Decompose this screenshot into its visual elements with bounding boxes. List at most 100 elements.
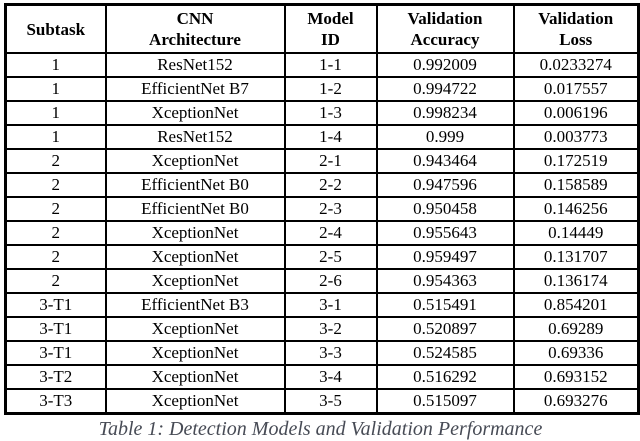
cell-subtask: 2 bbox=[4, 244, 107, 270]
table-row: 3-T1 EfficientNet B3 3-1 0.515491 0.854201 bbox=[4, 292, 640, 318]
cell-val_accuracy: 0.950458 bbox=[375, 196, 515, 222]
cell-architecture: XceptionNet bbox=[104, 388, 286, 415]
cell-val_accuracy: 0.992009 bbox=[375, 52, 515, 78]
table-row: 2 XceptionNet 2-6 0.954363 0.136174 bbox=[4, 268, 640, 294]
column-header-architecture: CNN Architecture bbox=[104, 3, 286, 54]
cell-subtask: 3-T3 bbox=[4, 388, 107, 415]
cell-val_accuracy: 0.955643 bbox=[375, 220, 515, 246]
cell-subtask: 1 bbox=[4, 52, 107, 78]
cell-val_accuracy: 0.520897 bbox=[375, 316, 515, 342]
cell-val_accuracy: 0.524585 bbox=[375, 340, 515, 366]
table-row: 3-T1 XceptionNet 3-2 0.520897 0.69289 bbox=[4, 316, 640, 342]
table-body: 1 ResNet152 1-1 0.992009 0.0233274 1 Efficient… bbox=[4, 52, 640, 415]
table-row: 1 ResNet152 1-1 0.992009 0.0233274 bbox=[4, 52, 640, 78]
cell-val_accuracy: 0.959497 bbox=[375, 244, 515, 270]
cell-subtask: 2 bbox=[4, 196, 107, 222]
cell-val_accuracy: 0.943464 bbox=[375, 148, 515, 174]
cell-architecture: ResNet152 bbox=[104, 52, 286, 78]
cell-val_loss: 0.693152 bbox=[512, 364, 640, 390]
cell-architecture: XceptionNet bbox=[104, 244, 286, 270]
cell-model_id: 3-5 bbox=[283, 388, 378, 415]
table-row: 2 EfficientNet B0 2-2 0.947596 0.158589 bbox=[4, 172, 640, 198]
table-row: 3-T1 XceptionNet 3-3 0.524585 0.69336 bbox=[4, 340, 640, 366]
cell-val_accuracy: 0.947596 bbox=[375, 172, 515, 198]
cell-subtask: 1 bbox=[4, 76, 107, 102]
table-row: 3-T2 XceptionNet 3-4 0.516292 0.693152 bbox=[4, 364, 640, 390]
column-header-model_id: Model ID bbox=[283, 3, 378, 54]
cell-val_loss: 0.136174 bbox=[512, 268, 640, 294]
table-row: 2 XceptionNet 2-1 0.943464 0.172519 bbox=[4, 148, 640, 174]
table-row: 2 XceptionNet 2-5 0.959497 0.131707 bbox=[4, 244, 640, 270]
table-row: 1 EfficientNet B7 1-2 0.994722 0.017557 bbox=[4, 76, 640, 102]
cell-subtask: 3-T1 bbox=[4, 292, 107, 318]
table-row: 2 XceptionNet 2-4 0.955643 0.14449 bbox=[4, 220, 640, 246]
column-header-val_loss: Validation Loss bbox=[512, 3, 640, 54]
cell-subtask: 2 bbox=[4, 268, 107, 294]
cell-val_loss: 0.003773 bbox=[512, 124, 640, 150]
cell-subtask: 1 bbox=[4, 100, 107, 126]
cell-val_accuracy: 0.954363 bbox=[375, 268, 515, 294]
column-header-subtask: Subtask bbox=[4, 3, 107, 54]
column-header-val_accuracy: Validation Accuracy bbox=[375, 3, 515, 54]
table-row: 1 ResNet152 1-4 0.999 0.003773 bbox=[4, 124, 640, 150]
results-table: Subtask CNN Architecture Model ID Validatio… bbox=[4, 3, 640, 415]
cell-val_loss: 0.131707 bbox=[512, 244, 640, 270]
cell-val_loss: 0.172519 bbox=[512, 148, 640, 174]
cell-subtask: 2 bbox=[4, 220, 107, 246]
cell-subtask: 1 bbox=[4, 124, 107, 150]
cell-architecture: EfficientNet B3 bbox=[104, 292, 286, 318]
cell-model_id: 1-1 bbox=[283, 52, 378, 78]
cell-architecture: XceptionNet bbox=[104, 268, 286, 294]
cell-model_id: 2-4 bbox=[283, 220, 378, 246]
cell-model_id: 1-2 bbox=[283, 76, 378, 102]
cell-architecture: XceptionNet bbox=[104, 316, 286, 342]
header-row: Subtask CNN Architecture Model ID Validatio… bbox=[4, 3, 640, 54]
cell-model_id: 3-3 bbox=[283, 340, 378, 366]
cell-val_loss: 0.158589 bbox=[512, 172, 640, 198]
cell-model_id: 2-3 bbox=[283, 196, 378, 222]
cell-val_accuracy: 0.999 bbox=[375, 124, 515, 150]
cell-architecture: EfficientNet B0 bbox=[104, 172, 286, 198]
cell-architecture: XceptionNet bbox=[104, 220, 286, 246]
cell-val_accuracy: 0.515097 bbox=[375, 388, 515, 415]
table-row: 3-T3 XceptionNet 3-5 0.515097 0.693276 bbox=[4, 388, 640, 415]
cell-model_id: 1-3 bbox=[283, 100, 378, 126]
cell-subtask: 2 bbox=[4, 172, 107, 198]
table-row: 2 EfficientNet B0 2-3 0.950458 0.146256 bbox=[4, 196, 640, 222]
cell-val_loss: 0.017557 bbox=[512, 76, 640, 102]
cell-subtask: 2 bbox=[4, 148, 107, 174]
cell-val_loss: 0.0233274 bbox=[512, 52, 640, 78]
cell-architecture: ResNet152 bbox=[104, 124, 286, 150]
cell-architecture: XceptionNet bbox=[104, 148, 286, 174]
cell-model_id: 3-1 bbox=[283, 292, 378, 318]
cell-val_loss: 0.69336 bbox=[512, 340, 640, 366]
table-row: 1 XceptionNet 1-3 0.998234 0.006196 bbox=[4, 100, 640, 126]
cell-model_id: 2-1 bbox=[283, 148, 378, 174]
cell-model_id: 2-2 bbox=[283, 172, 378, 198]
cell-val_loss: 0.693276 bbox=[512, 388, 640, 415]
cell-val_loss: 0.006196 bbox=[512, 100, 640, 126]
cell-val_loss: 0.146256 bbox=[512, 196, 640, 222]
cell-architecture: XceptionNet bbox=[104, 364, 286, 390]
cell-model_id: 2-5 bbox=[283, 244, 378, 270]
cell-subtask: 3-T1 bbox=[4, 340, 107, 366]
cell-subtask: 3-T1 bbox=[4, 316, 107, 342]
cell-val_loss: 0.69289 bbox=[512, 316, 640, 342]
table-caption: Table 1: Detection Models and Validation… bbox=[98, 418, 543, 440]
cell-val_loss: 0.14449 bbox=[512, 220, 640, 246]
cell-subtask: 3-T2 bbox=[4, 364, 107, 390]
cell-val_accuracy: 0.515491 bbox=[375, 292, 515, 318]
cell-val_accuracy: 0.994722 bbox=[375, 76, 515, 102]
cell-architecture: XceptionNet bbox=[104, 340, 286, 366]
cell-model_id: 2-6 bbox=[283, 268, 378, 294]
cell-model_id: 1-4 bbox=[283, 124, 378, 150]
cell-architecture: XceptionNet bbox=[104, 100, 286, 126]
cell-architecture: EfficientNet B7 bbox=[104, 76, 286, 102]
cell-val_accuracy: 0.516292 bbox=[375, 364, 515, 390]
cell-model_id: 3-4 bbox=[283, 364, 378, 390]
cell-val_accuracy: 0.998234 bbox=[375, 100, 515, 126]
cell-architecture: EfficientNet B0 bbox=[104, 196, 286, 222]
cell-model_id: 3-2 bbox=[283, 316, 378, 342]
cell-val_loss: 0.854201 bbox=[512, 292, 640, 318]
